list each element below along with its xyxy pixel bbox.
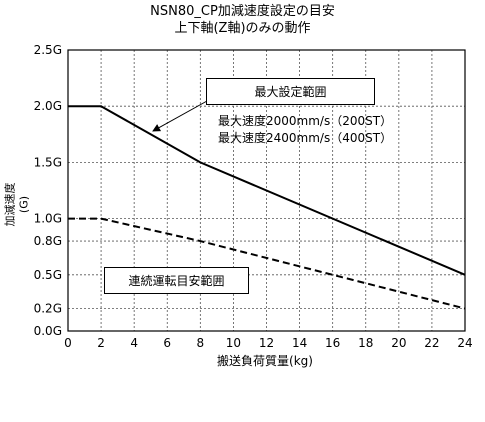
- x-tick-label: 4: [130, 336, 138, 350]
- x-tick-label: 2: [97, 336, 105, 350]
- continuous-range-label: 連続運転目安範囲: [128, 274, 225, 288]
- y-tick-label: 0.8G: [34, 234, 62, 248]
- max-range-label: 最大設定範囲: [254, 85, 327, 99]
- speed-line-1: 最大速度2000mm/s（200ST）: [218, 114, 393, 128]
- x-tick-label: 24: [457, 336, 472, 350]
- chart-title: NSN80_CP加減速度設定の目安: [150, 4, 335, 19]
- x-tick-label: 16: [325, 336, 340, 350]
- y-tick-label: 0.5G: [34, 268, 62, 282]
- x-tick-label: 0: [64, 336, 72, 350]
- tick-labels: 0 2 4 6 8 10 12 14 16 18 20 22 240.0G0.2G0.5G0.8G1.0…: [34, 43, 473, 350]
- y-tick-label: 1.0G: [34, 212, 62, 226]
- series-continuous-range: [68, 217, 466, 310]
- x-tick-label: 10: [226, 336, 241, 350]
- y-tick-label: 2.5G: [34, 43, 62, 57]
- y-tick-label: 1.5G: [34, 155, 62, 169]
- x-tick-label: 12: [259, 336, 274, 350]
- x-tick-label: 6: [163, 336, 171, 350]
- x-tick-label: 20: [391, 336, 406, 350]
- x-tick-label: 8: [197, 336, 205, 350]
- x-tick-label: 22: [424, 336, 439, 350]
- x-tick-label: 18: [358, 336, 373, 350]
- continuous-range-label-box: 連続運転目安範囲: [104, 267, 249, 294]
- y-tick-label: 0.0G: [34, 324, 62, 338]
- plot-frame: [67, 49, 466, 332]
- plot-border: [67, 49, 466, 332]
- series-lines: [68, 105, 466, 310]
- x-axis-label: 搬送負荷質量(kg): [217, 354, 313, 368]
- arrow-line: [152, 100, 208, 132]
- max-range-label-box: 最大設定範囲: [206, 78, 375, 105]
- speed-line-2: 最大速度2400mm/s（400ST）: [218, 131, 393, 145]
- chart-subtitle: 上下軸(Z軸)のみの動作: [174, 21, 311, 36]
- y-axis-label: 加減速度 (G): [3, 182, 31, 227]
- x-tick-label: 14: [292, 336, 307, 350]
- annotation-arrow: [152, 100, 208, 132]
- y-tick-label: 0.2G: [34, 302, 62, 316]
- series-max-range: [68, 105, 466, 276]
- y-tick-label: 2.0G: [34, 99, 62, 113]
